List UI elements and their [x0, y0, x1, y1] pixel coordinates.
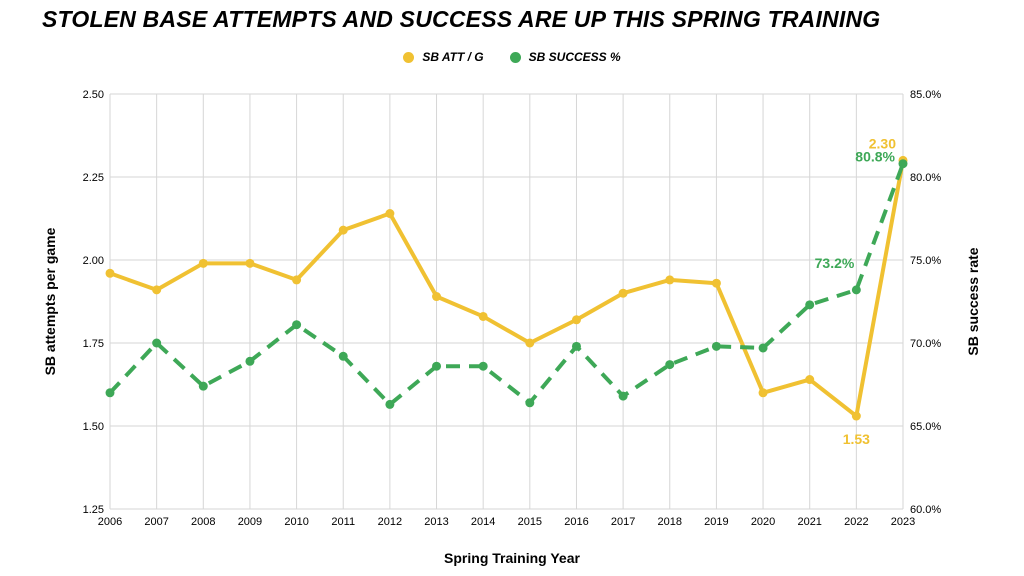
data-point-sb-success: [478, 361, 488, 371]
data-point-sb-att: [338, 225, 348, 235]
y-right-tick-label: 60.0%: [910, 504, 941, 516]
x-tick-label: 2012: [378, 516, 402, 528]
data-point-sb-att: [478, 311, 488, 321]
y-left-tick-label: 1.75: [83, 338, 104, 350]
y-right-axis-title: SB success rate: [965, 247, 981, 355]
data-point-sb-att: [432, 292, 442, 302]
data-point-sb-att: [618, 288, 628, 298]
x-tick-label: 2009: [238, 516, 262, 528]
data-point-sb-att: [385, 209, 395, 219]
legend: SB ATT / G SB SUCCESS %: [0, 50, 1024, 64]
legend-marker-sb-att: [403, 51, 415, 63]
data-point-sb-success: [898, 159, 908, 169]
y-right-tick-label: 70.0%: [910, 338, 941, 350]
x-axis-title: Spring Training Year: [444, 550, 580, 566]
y-right-tick-label: 75.0%: [910, 255, 941, 267]
x-tick-label: 2014: [471, 516, 495, 528]
data-label-sb-att: 2.30: [869, 135, 896, 151]
x-tick-label: 2011: [331, 516, 355, 528]
data-point-sb-success: [152, 338, 162, 348]
data-point-sb-success: [338, 351, 348, 361]
legend-item-sb-att: SB ATT / G: [403, 50, 484, 64]
y-left-tick-label: 2.00: [83, 255, 104, 267]
x-tick-label: 2022: [844, 516, 868, 528]
x-tick-label: 2023: [891, 516, 915, 528]
data-point-sb-success: [618, 391, 628, 401]
x-tick-label: 2006: [98, 516, 122, 528]
x-tick-label: 2021: [797, 516, 821, 528]
data-point-sb-att: [105, 268, 115, 278]
data-point-sb-att: [665, 275, 675, 285]
y-left-tick-label: 2.25: [83, 172, 104, 184]
legend-label-sb-success: SB SUCCESS %: [528, 50, 621, 64]
x-tick-label: 2015: [518, 516, 542, 528]
y-right-tick-label: 80.0%: [910, 172, 941, 184]
x-tick-label: 2007: [144, 516, 168, 528]
legend-label-sb-att: SB ATT / G: [422, 50, 484, 64]
data-point-sb-success: [711, 341, 721, 351]
data-point-sb-att: [805, 375, 815, 385]
data-point-sb-success: [851, 285, 861, 295]
x-tick-label: 2020: [751, 516, 775, 528]
data-point-sb-att: [152, 285, 162, 295]
chart-title: STOLEN BASE ATTEMPTS AND SUCCESS ARE UP …: [42, 6, 881, 32]
data-point-sb-att: [758, 388, 768, 398]
x-tick-label: 2016: [564, 516, 588, 528]
x-tick-label: 2008: [191, 516, 215, 528]
data-point-sb-success: [245, 356, 255, 366]
x-tick-label: 2013: [424, 516, 448, 528]
data-point-sb-success: [432, 361, 442, 371]
data-point-sb-att: [198, 258, 208, 268]
data-point-sb-success: [292, 320, 302, 330]
x-tick-label: 2010: [284, 516, 308, 528]
y-left-tick-label: 1.50: [83, 421, 104, 433]
legend-marker-sb-success: [509, 51, 521, 63]
data-point-sb-att: [851, 411, 861, 421]
data-point-sb-success: [805, 300, 815, 310]
data-point-sb-success: [665, 360, 675, 370]
x-tick-label: 2017: [611, 516, 635, 528]
series-line-sb-att: [109, 160, 905, 419]
series-line-sb-success: [108, 163, 905, 407]
data-point-sb-att: [292, 275, 302, 285]
data-point-sb-att: [571, 315, 581, 325]
data-point-sb-success: [385, 399, 395, 409]
data-point-sb-success: [105, 388, 115, 398]
data-point-sb-success: [525, 398, 535, 408]
legend-item-sb-success: SB SUCCESS %: [509, 50, 621, 64]
data-point-sb-att: [525, 338, 535, 348]
y-right-tick-label: 85.0%: [910, 89, 941, 101]
data-label-sb-success: 80.8%: [855, 149, 895, 165]
data-point-sb-att: [711, 278, 721, 288]
x-tick-label: 2019: [704, 516, 728, 528]
y-left-axis-title: SB attempts per game: [42, 227, 58, 375]
data-point-sb-success: [758, 343, 768, 353]
data-point-sb-success: [198, 381, 208, 391]
data-label-sb-success: 73.2%: [815, 255, 855, 271]
y-left-tick-label: 1.25: [83, 504, 104, 516]
x-tick-label: 2018: [658, 516, 682, 528]
data-point-sb-att: [245, 258, 255, 268]
y-right-tick-label: 65.0%: [910, 421, 941, 433]
data-point-sb-success: [571, 341, 581, 351]
y-left-tick-label: 2.50: [83, 89, 104, 101]
data-label-sb-att: 1.53: [843, 431, 870, 447]
